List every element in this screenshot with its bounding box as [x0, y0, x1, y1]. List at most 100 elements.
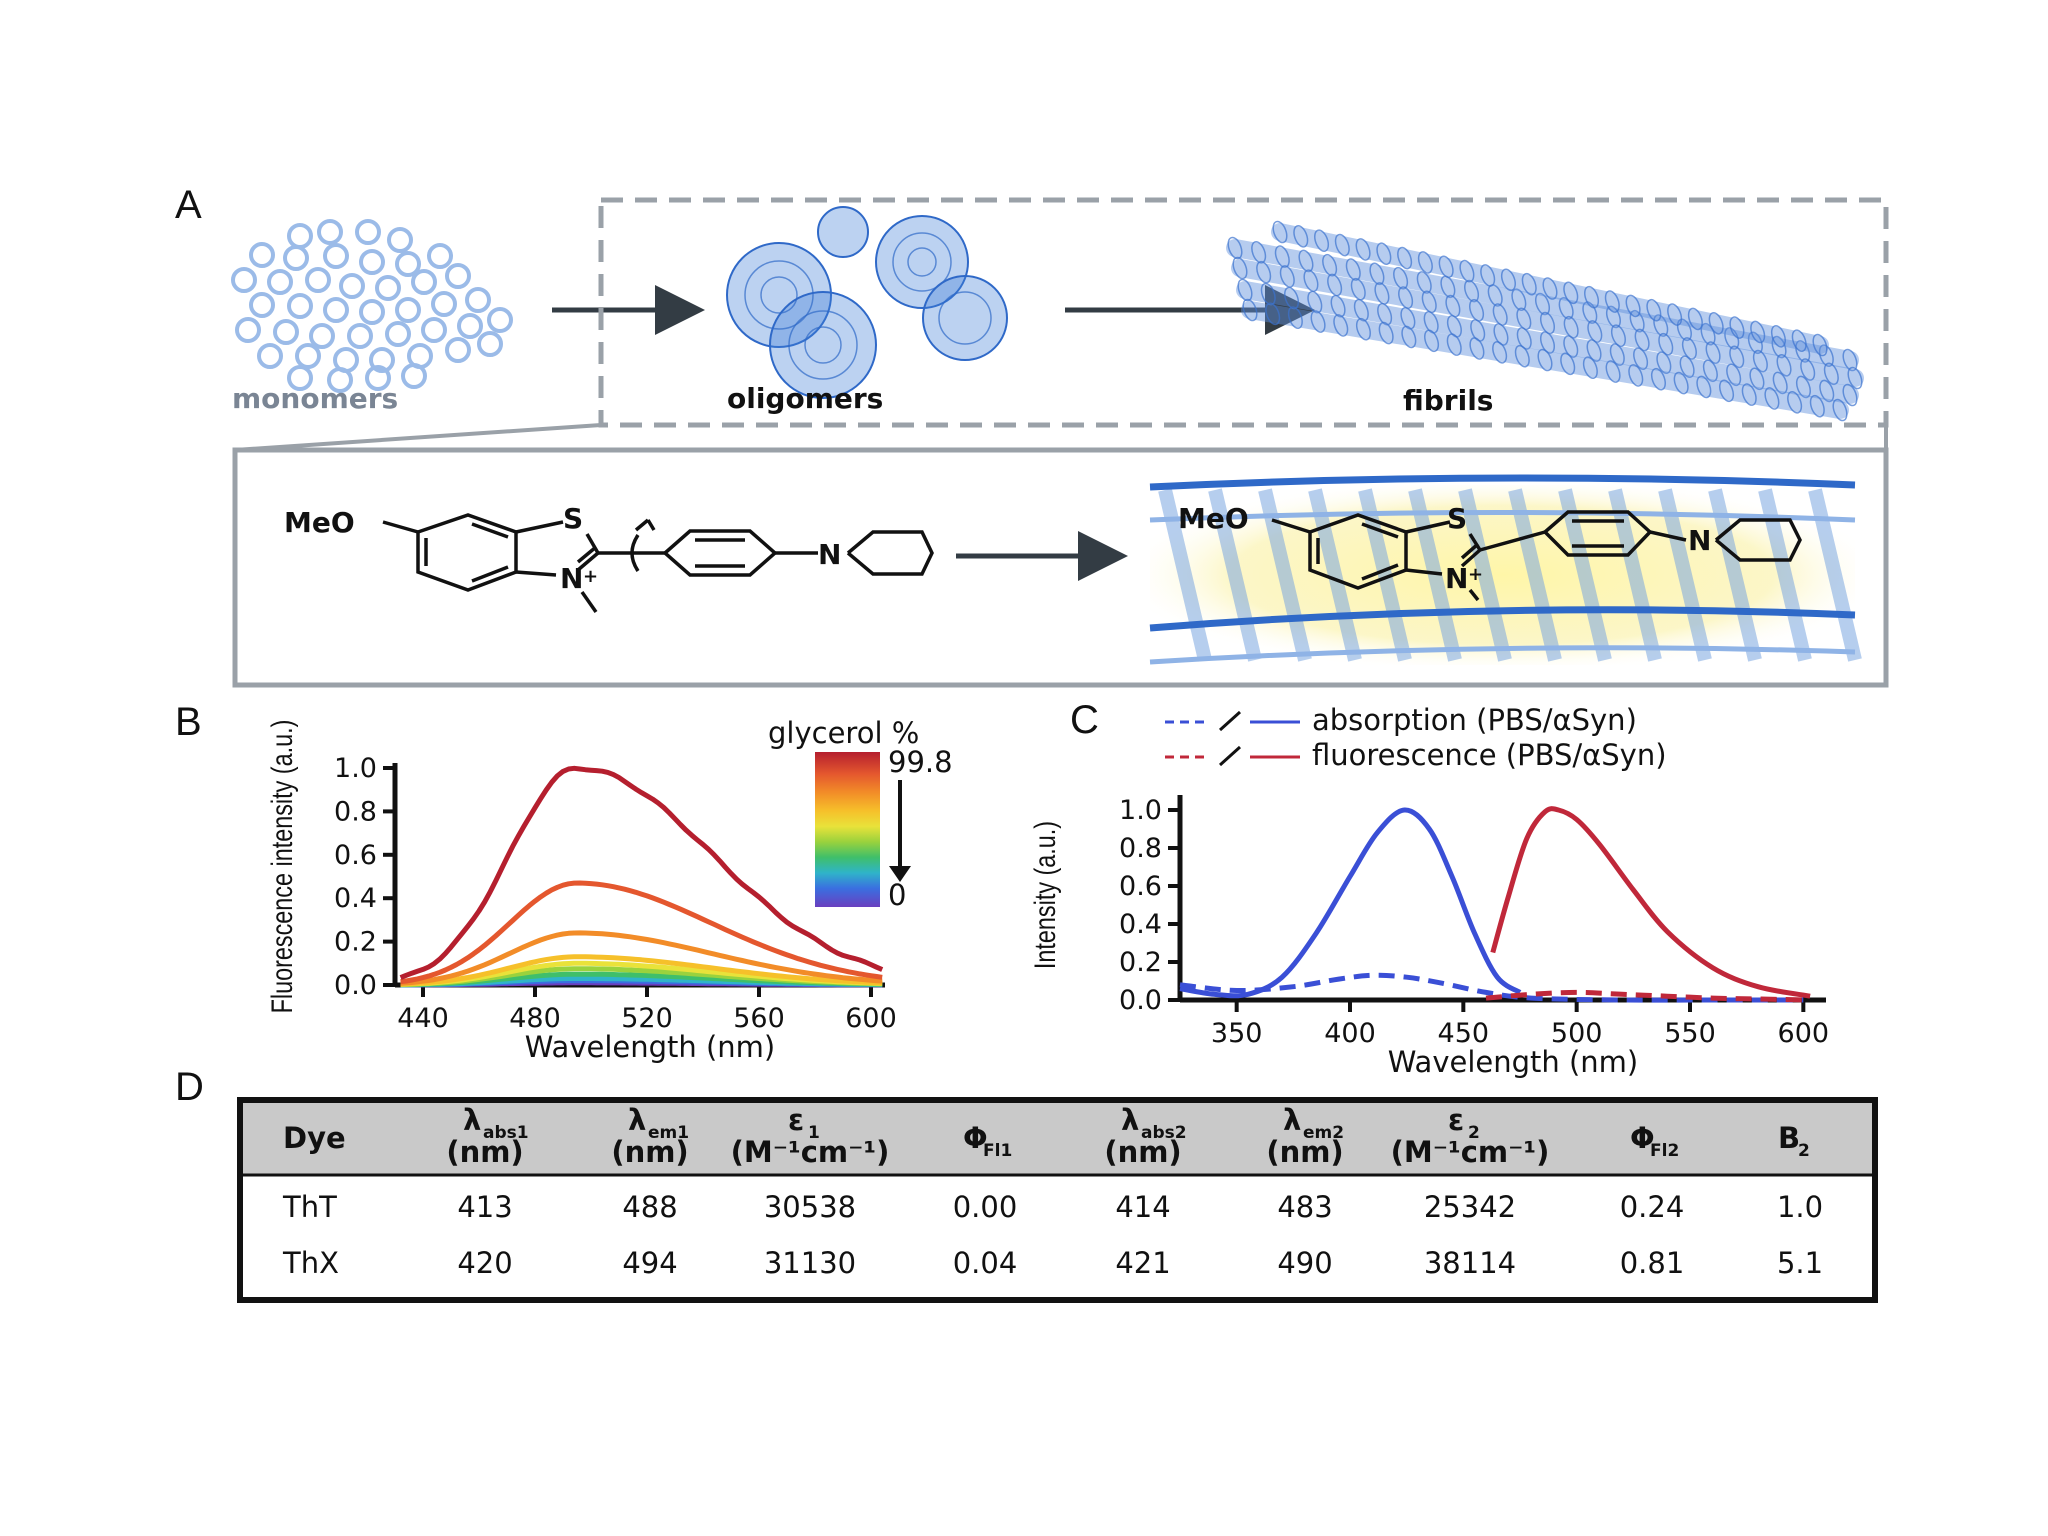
- chart-c-xlabel: Wavelength (nm): [1388, 1045, 1639, 1079]
- table-cell: 0.04: [953, 1246, 1018, 1280]
- chart-b-colorbar-title: glycerol %: [768, 716, 919, 750]
- table-header-symbol-4: Φ: [963, 1121, 988, 1155]
- fibril-twist: [1256, 260, 1272, 284]
- monomer-ring: [445, 263, 471, 289]
- fibril-twist: [1493, 323, 1509, 346]
- chart-b-ytick-label: 1.0: [334, 753, 377, 784]
- table-header-unit-6: (nm): [1266, 1135, 1343, 1169]
- molecule-free-rotor: [382, 513, 934, 614]
- chart-c-ytick-label: 0.2: [1119, 947, 1162, 978]
- chart-c-ylabel: Intensity (a.u.): [1028, 821, 1061, 969]
- chart-c-series-line: [1485, 989, 1811, 1003]
- fibril-twist: [1334, 233, 1350, 257]
- fibril-twist: [1726, 363, 1742, 387]
- atom-meo-left: MeO: [284, 506, 355, 539]
- fibril-twist: [1534, 292, 1551, 316]
- fibril-twist: [1679, 355, 1695, 379]
- bound-dye-scene: [1149, 474, 1862, 665]
- fibril-twist: [1628, 364, 1644, 387]
- fibril-twist: [1656, 351, 1672, 374]
- monomer-ring: [309, 323, 335, 349]
- fibril-twist: [1673, 371, 1689, 395]
- fibril-twist: [1582, 301, 1598, 324]
- fibril-twist: [1511, 288, 1527, 311]
- chart-b-xtick-label: 520: [621, 1003, 673, 1034]
- fibril-twist: [1401, 325, 1417, 349]
- chart-b-series-line: [400, 930, 883, 986]
- fibril-twist: [1492, 303, 1508, 326]
- fibril-twist: [1625, 294, 1641, 318]
- fibril-twist: [1764, 387, 1780, 410]
- fibril-twist: [1374, 282, 1390, 305]
- fibril-twist: [1752, 349, 1768, 373]
- fibril-twist: [1539, 331, 1556, 354]
- chart-c-absorption-fluorescence: 0.0 0.2 0.4 0.6 0.8 1.0 350 400 450 500 550 600 Wave…: [1028, 703, 1829, 1079]
- beta-sheet-bar: [1608, 488, 1662, 662]
- monomer-ring: [465, 287, 491, 313]
- fibril-twist: [1724, 327, 1740, 350]
- fibril-strand: [1226, 239, 1859, 369]
- fibril-twist: [1521, 272, 1537, 296]
- chart-b-xtick-label: 600: [845, 1003, 897, 1034]
- fibril-twist: [1653, 314, 1669, 337]
- fibril-twist: [1582, 356, 1598, 379]
- atom-meo-right: MeO: [1178, 502, 1249, 535]
- fibril-twist: [1819, 379, 1835, 403]
- fibril-twist: [1242, 298, 1258, 322]
- fibril-twist: [1537, 348, 1553, 372]
- table-header-unit-1: (nm): [446, 1135, 523, 1169]
- table-header-unit-7: (M⁻¹cm⁻¹): [1391, 1135, 1550, 1169]
- monomer-ring: [347, 323, 373, 349]
- fibril-twist: [1633, 347, 1649, 370]
- fibril-twist: [1417, 251, 1433, 274]
- table-cell: 31130: [764, 1246, 856, 1280]
- chart-c-xtick-label: 400: [1324, 1018, 1376, 1049]
- stage-label-oligomers: oligomers: [727, 382, 883, 415]
- table-cell: 490: [1277, 1246, 1332, 1280]
- table-header-subscript-6: em2: [1303, 1123, 1344, 1143]
- fibril-twist: [1345, 258, 1361, 281]
- chart-b-series-line: [400, 880, 883, 985]
- fibril-twist: [1378, 321, 1394, 345]
- monomers-illustration: [231, 219, 513, 393]
- monomer-ring: [235, 317, 261, 343]
- monomer-ring: [387, 227, 413, 253]
- fibril-twist: [1542, 277, 1558, 300]
- table-cell: 414: [1115, 1190, 1170, 1224]
- monomer-ring: [395, 251, 421, 277]
- fibril-twist: [1646, 298, 1662, 322]
- chart-b-ytick-label: 0.8: [334, 796, 377, 827]
- table-row-dye-name: ThX: [282, 1246, 339, 1280]
- monomer-ring: [487, 307, 513, 333]
- table-header-subscript-1: abs1: [483, 1123, 529, 1143]
- table-cell: 38114: [1424, 1246, 1516, 1280]
- chart-b-series-line: [399, 765, 884, 980]
- fibril-twist: [1702, 359, 1718, 383]
- atom-charge-right: +: [1468, 564, 1483, 585]
- chart-c-xtick-label: 450: [1438, 1018, 1490, 1049]
- chart-b-ylabel: Fluorescence intensity (a.u.): [265, 720, 298, 1014]
- monomer-ring: [339, 273, 365, 299]
- fibril-twist: [1818, 344, 1834, 367]
- fibril-twist: [1310, 310, 1326, 333]
- monomer-ring: [287, 293, 313, 319]
- fibril-twist: [1610, 324, 1626, 347]
- fibril-twist: [1563, 335, 1579, 358]
- fibril-twist: [1604, 290, 1620, 313]
- table-cell: 1.0: [1777, 1190, 1823, 1224]
- fibril-twist: [1634, 328, 1650, 352]
- monomer-ring: [359, 299, 385, 325]
- fibril-twist: [1587, 320, 1603, 343]
- fibril-twist: [1500, 268, 1516, 292]
- fibril-twist: [1770, 325, 1786, 348]
- chart-c-xtick-label: 550: [1664, 1018, 1716, 1049]
- monomer-ring: [365, 365, 391, 391]
- fibril-twist: [1842, 383, 1858, 407]
- chart-c-xtick-label: 350: [1211, 1018, 1263, 1049]
- table-header-symbol-9: B: [1778, 1121, 1800, 1155]
- monomer-ring: [457, 313, 483, 339]
- monomer-ring: [359, 249, 385, 275]
- chart-b-ytick-label: 0.2: [334, 927, 377, 958]
- atom-nplus-right: N: [1445, 562, 1468, 595]
- monomer-ring: [401, 363, 427, 389]
